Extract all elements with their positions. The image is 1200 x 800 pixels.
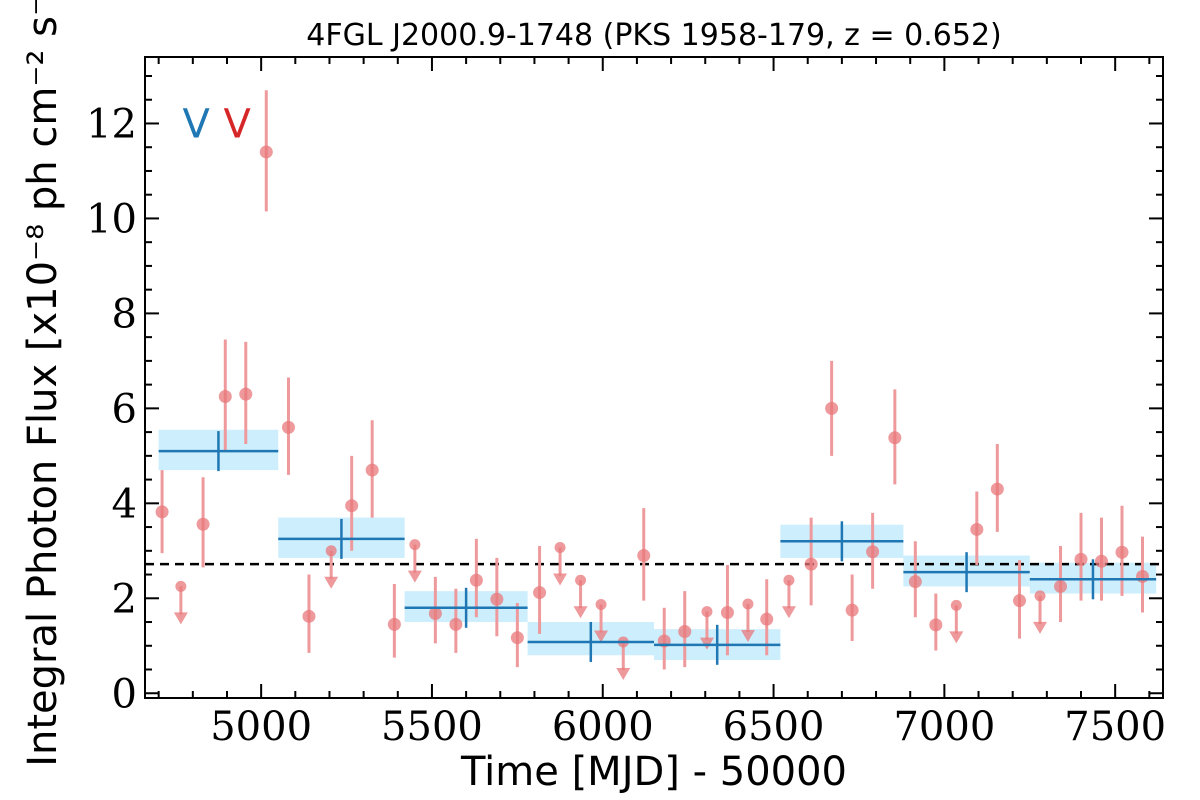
upper-limit-point — [1034, 590, 1046, 602]
data-point — [281, 420, 295, 434]
variability-label: V — [183, 101, 211, 147]
data-point — [365, 463, 379, 477]
data-point — [510, 631, 524, 645]
upper-limit-arrow — [781, 606, 796, 619]
upper-limit-arrow — [594, 630, 609, 643]
data-point — [908, 575, 922, 589]
data-point — [533, 586, 547, 600]
upper-limit-point — [409, 539, 421, 551]
y-tick-label: 8 — [112, 291, 137, 337]
data-point — [720, 606, 734, 620]
upper-limit-point — [783, 574, 795, 586]
data-point — [302, 609, 316, 623]
x-axis-title: Time [MJD] - 50000 — [460, 749, 847, 795]
x-tick-label: 7000 — [893, 704, 995, 750]
upper-limit-arrow — [1033, 621, 1048, 634]
data-point — [1115, 545, 1129, 559]
data-point — [760, 612, 774, 626]
data-point — [1136, 569, 1150, 583]
upper-limit-point — [742, 598, 754, 610]
data-point — [637, 549, 651, 563]
upper-limit-point — [175, 580, 187, 592]
data-point — [888, 431, 902, 445]
upper-limit-point — [325, 545, 337, 557]
y-tick-label: 4 — [112, 481, 137, 527]
y-tick-label: 10 — [86, 196, 137, 242]
y-tick-label: 0 — [112, 671, 137, 717]
y-tick-label: 6 — [112, 386, 137, 432]
x-tick-label: 7500 — [1064, 704, 1166, 750]
chart-title: 4FGL J2000.9-1748 (PKS 1958-179, z = 0.6… — [306, 18, 1001, 53]
upper-limit-point — [595, 598, 607, 610]
upper-limit-arrow — [740, 629, 755, 642]
data-point — [1074, 552, 1088, 566]
data-point — [239, 387, 253, 401]
data-point — [449, 617, 463, 631]
data-point — [428, 606, 442, 620]
upper-limit-point — [554, 541, 566, 553]
upper-limit-point — [950, 599, 962, 611]
variability-label: V — [224, 101, 252, 147]
data-point — [259, 145, 273, 159]
data-point — [155, 505, 169, 519]
data-point — [990, 482, 1004, 496]
data-point — [345, 499, 359, 513]
data-point — [804, 557, 818, 571]
data-point — [866, 545, 880, 559]
data-point — [469, 573, 483, 587]
data-point — [218, 389, 232, 403]
plot-area: 5000 5500 6000 6500 7000 7500 0 2 4 6 8 10 12 V V — [86, 56, 1166, 750]
data-point — [970, 522, 984, 536]
data-point — [387, 617, 401, 631]
plot-frame — [144, 56, 1164, 699]
data-point — [196, 517, 210, 531]
x-tick-label: 5000 — [210, 704, 312, 750]
y-tick-label: 2 — [112, 576, 137, 622]
upper-limit-point — [575, 574, 587, 586]
upper-limit-arrow — [573, 606, 588, 619]
upper-limit-point — [701, 606, 713, 618]
upper-limit-arrow — [173, 612, 188, 625]
data-point — [1095, 554, 1109, 568]
upper-limit-arrow — [553, 573, 568, 586]
x-tick-label: 5500 — [381, 704, 483, 750]
upper-limit-arrow — [949, 631, 964, 644]
data-point — [1013, 594, 1027, 608]
y-tick-label: 12 — [86, 101, 137, 147]
upper-limit-arrow — [616, 667, 631, 680]
data-point — [490, 592, 504, 606]
x-tick-label: 6500 — [723, 704, 825, 750]
upper-limit-arrow — [407, 570, 422, 583]
upper-limit-arrow — [324, 576, 339, 589]
data-point — [678, 625, 692, 639]
data-point — [1054, 579, 1068, 593]
data-point — [929, 618, 943, 632]
x-tick-label: 6000 — [552, 704, 654, 750]
data-point — [845, 603, 859, 617]
data-point — [825, 401, 839, 415]
y-axis-title: Integral Photon Flux [x10⁻⁸ ph cm⁻² s⁻¹] — [20, 0, 66, 767]
